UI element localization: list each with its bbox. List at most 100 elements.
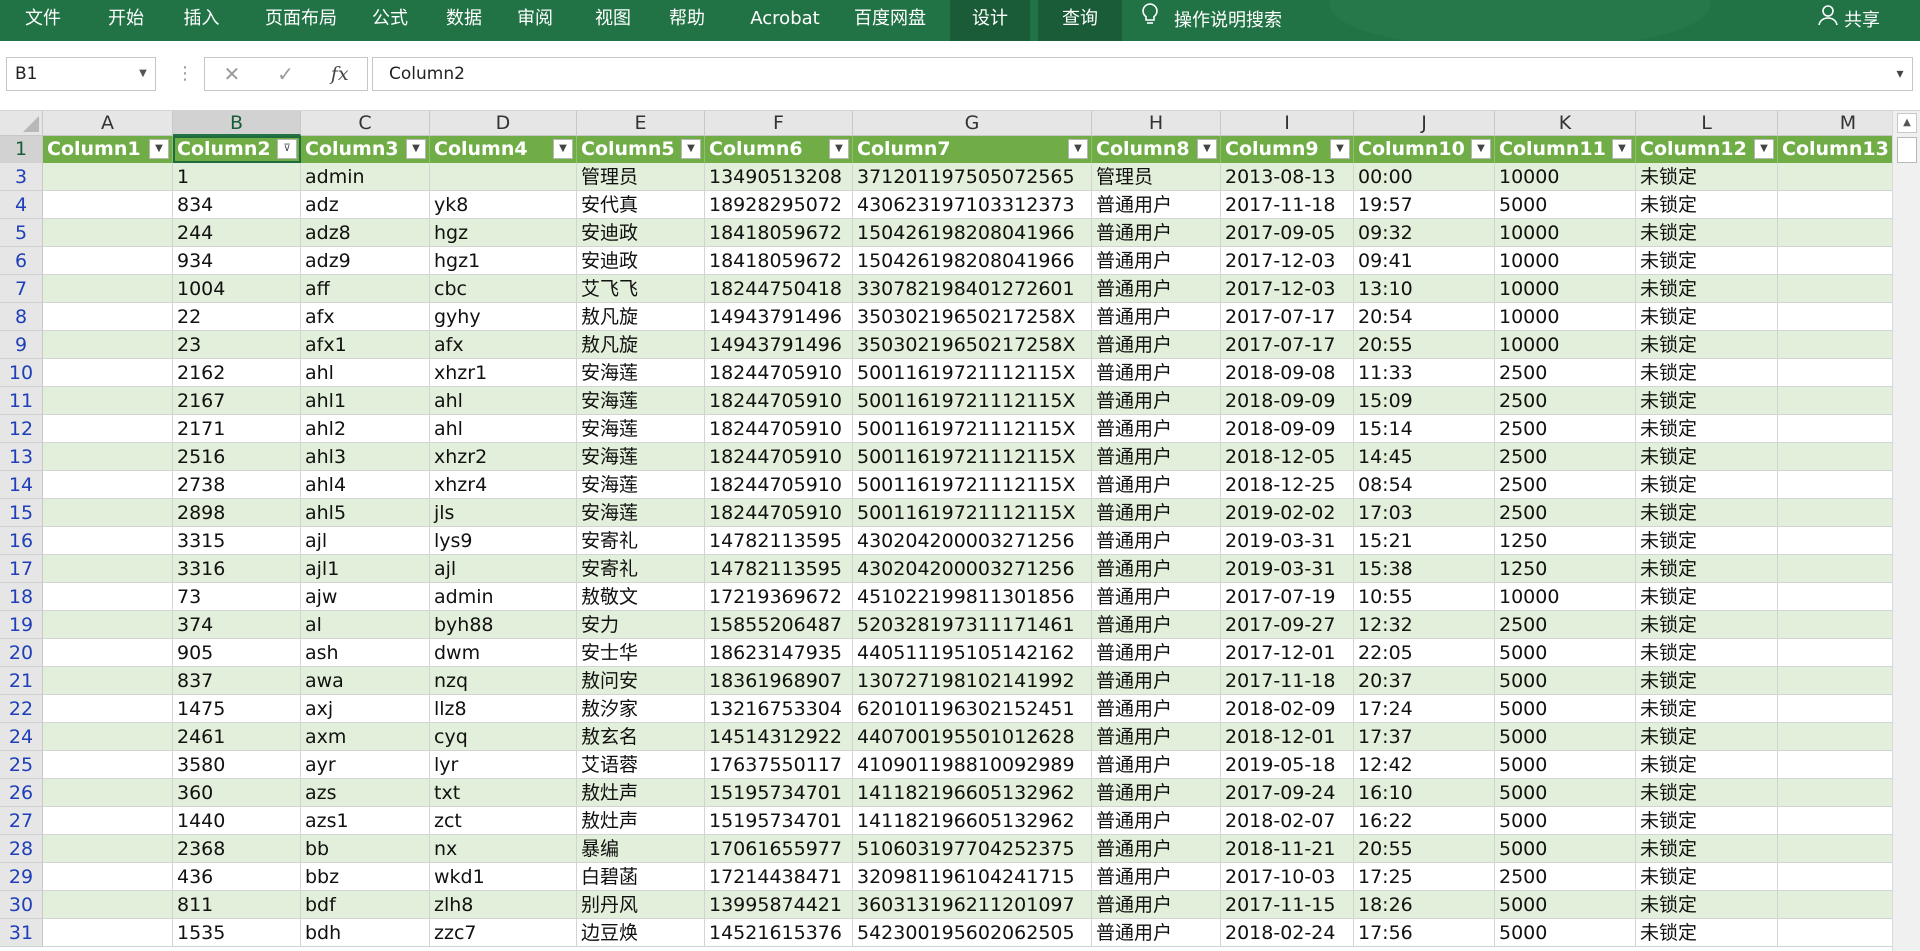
table-header-cell[interactable]: Column6 ▼ xyxy=(705,136,853,163)
row-header[interactable]: 4 xyxy=(0,191,43,219)
row-header[interactable]: 22 xyxy=(0,695,43,723)
table-cell[interactable] xyxy=(43,443,173,471)
table-cell[interactable] xyxy=(43,303,173,331)
table-cell[interactable]: 18244705910 xyxy=(705,471,853,499)
table-cell[interactable]: jls xyxy=(430,499,577,527)
tab-home[interactable]: 开始 xyxy=(100,0,152,41)
row-header[interactable]: 24 xyxy=(0,723,43,751)
table-cell[interactable]: 安寄礼 xyxy=(577,527,705,555)
table-cell[interactable]: 14943791496 xyxy=(705,331,853,359)
column-header-l[interactable]: L xyxy=(1636,111,1778,136)
table-cell[interactable]: 安海莲 xyxy=(577,359,705,387)
row-header[interactable]: 16 xyxy=(0,527,43,555)
table-cell[interactable]: 2017-12-01 xyxy=(1221,639,1354,667)
table-cell[interactable] xyxy=(43,723,173,751)
table-cell[interactable]: 360313196211201097 xyxy=(853,891,1092,919)
table-cell[interactable]: 15195734701 xyxy=(705,807,853,835)
table-cell[interactable]: 普通用户 xyxy=(1092,723,1221,751)
column-header-e[interactable]: E xyxy=(577,111,705,136)
table-cell[interactable] xyxy=(43,527,173,555)
table-cell[interactable]: 2017-10-03 xyxy=(1221,863,1354,891)
table-header-cell[interactable]: Column1 ▼ xyxy=(43,136,173,163)
formula-input[interactable]: Column2 xyxy=(372,57,1913,91)
table-cell[interactable]: azs1 xyxy=(301,807,430,835)
table-cell[interactable]: 2500 xyxy=(1495,611,1636,639)
table-cell[interactable]: 17:56 xyxy=(1354,919,1495,947)
row-header[interactable]: 27 xyxy=(0,807,43,835)
table-cell[interactable]: 普通用户 xyxy=(1092,555,1221,583)
row-header[interactable]: 14 xyxy=(0,471,43,499)
table-cell[interactable]: ajl xyxy=(301,527,430,555)
table-cell[interactable]: 22:05 xyxy=(1354,639,1495,667)
table-cell[interactable]: 18244750418 xyxy=(705,275,853,303)
table-cell[interactable]: 19:57 xyxy=(1354,191,1495,219)
table-cell[interactable]: 1250 xyxy=(1495,555,1636,583)
row-header[interactable]: 29 xyxy=(0,863,43,891)
row-header[interactable]: 25 xyxy=(0,751,43,779)
table-cell[interactable]: afx xyxy=(301,303,430,331)
table-cell[interactable]: 141182196605132962 xyxy=(853,779,1092,807)
table-cell[interactable] xyxy=(43,555,173,583)
table-cell[interactable]: 未锁定 xyxy=(1636,191,1778,219)
table-cell[interactable]: 18244705910 xyxy=(705,443,853,471)
table-cell[interactable]: aff xyxy=(301,275,430,303)
column-header-c[interactable]: C xyxy=(301,111,430,136)
table-cell[interactable]: 5000 xyxy=(1495,751,1636,779)
table-cell[interactable]: 敖凡旋 xyxy=(577,331,705,359)
table-cell[interactable]: bdf xyxy=(301,891,430,919)
table-cell[interactable]: zzc7 xyxy=(430,919,577,947)
table-cell[interactable]: 未锁定 xyxy=(1636,331,1778,359)
table-cell[interactable]: 14:45 xyxy=(1354,443,1495,471)
table-cell[interactable]: 17:24 xyxy=(1354,695,1495,723)
table-cell[interactable]: ajl xyxy=(430,555,577,583)
table-cell[interactable]: 510603197704252375 xyxy=(853,835,1092,863)
table-cell[interactable]: 2019-05-18 xyxy=(1221,751,1354,779)
column-header-h[interactable]: H xyxy=(1092,111,1221,136)
table-cell[interactable]: 18623147935 xyxy=(705,639,853,667)
table-cell[interactable]: 2018-12-25 xyxy=(1221,471,1354,499)
table-cell[interactable]: 2500 xyxy=(1495,387,1636,415)
row-header[interactable]: 12 xyxy=(0,415,43,443)
table-cell[interactable]: ahl1 xyxy=(301,387,430,415)
table-cell[interactable]: 17:25 xyxy=(1354,863,1495,891)
table-cell[interactable]: 管理员 xyxy=(577,163,705,191)
table-cell[interactable]: 普通用户 xyxy=(1092,695,1221,723)
table-cell[interactable]: nx xyxy=(430,835,577,863)
table-cell[interactable]: 2019-03-31 xyxy=(1221,527,1354,555)
filter-dropdown-icon[interactable]: ▼ xyxy=(681,139,701,159)
insert-function-icon[interactable]: fx xyxy=(331,63,349,85)
filter-dropdown-icon[interactable]: ▼ xyxy=(1197,139,1217,159)
table-cell[interactable]: 5000 xyxy=(1495,891,1636,919)
table-cell[interactable]: cbc xyxy=(430,275,577,303)
table-cell[interactable]: 安力 xyxy=(577,611,705,639)
table-cell[interactable]: 普通用户 xyxy=(1092,751,1221,779)
table-cell[interactable]: 2167 xyxy=(173,387,301,415)
filter-active-icon[interactable]: ⊽ xyxy=(277,139,297,159)
table-cell[interactable]: xhzr1 xyxy=(430,359,577,387)
table-cell[interactable]: 普通用户 xyxy=(1092,191,1221,219)
table-cell[interactable]: 安代真 xyxy=(577,191,705,219)
table-cell[interactable]: 50011619721112115X xyxy=(853,443,1092,471)
table-cell[interactable]: 13216753304 xyxy=(705,695,853,723)
table-cell[interactable]: 未锁定 xyxy=(1636,919,1778,947)
table-cell[interactable]: 2500 xyxy=(1495,499,1636,527)
table-cell[interactable]: 2018-02-07 xyxy=(1221,807,1354,835)
column-header-j[interactable]: J xyxy=(1354,111,1495,136)
table-cell[interactable]: 普通用户 xyxy=(1092,499,1221,527)
table-cell[interactable]: 14521615376 xyxy=(705,919,853,947)
table-cell[interactable]: 934 xyxy=(173,247,301,275)
table-cell[interactable]: zct xyxy=(430,807,577,835)
table-cell[interactable]: ahl xyxy=(430,415,577,443)
table-cell[interactable]: 普通用户 xyxy=(1092,583,1221,611)
table-cell[interactable]: 130727198102141992 xyxy=(853,667,1092,695)
table-cell[interactable]: 837 xyxy=(173,667,301,695)
select-all-button[interactable] xyxy=(0,111,43,136)
table-cell[interactable]: 12:32 xyxy=(1354,611,1495,639)
filter-dropdown-icon[interactable]: ▼ xyxy=(406,139,426,159)
table-cell[interactable]: 50011619721112115X xyxy=(853,415,1092,443)
table-cell[interactable] xyxy=(43,835,173,863)
table-cell[interactable]: 未锁定 xyxy=(1636,695,1778,723)
table-cell[interactable]: yk8 xyxy=(430,191,577,219)
row-header[interactable]: 8 xyxy=(0,303,43,331)
table-cell[interactable]: 5000 xyxy=(1495,835,1636,863)
